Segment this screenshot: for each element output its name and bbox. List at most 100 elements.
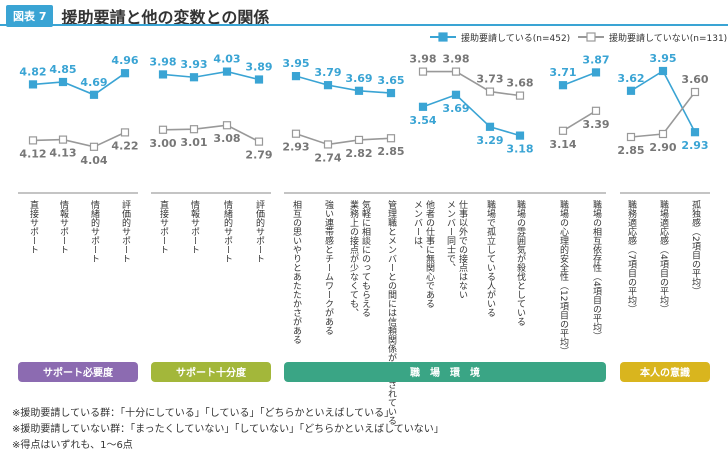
data-point	[323, 140, 333, 149]
data-label: 2.85	[617, 144, 644, 157]
group-bar	[284, 362, 606, 382]
data-point	[658, 129, 668, 139]
group-bar	[18, 362, 138, 382]
series-line	[422, 93, 521, 137]
series-line	[162, 70, 260, 81]
category-label: 他者の仕事に無関心である	[424, 199, 435, 308]
data-point	[28, 80, 38, 89]
data-point	[222, 121, 232, 130]
data-label: 4.04	[80, 154, 107, 167]
category-label: 業務上の接点が少なくても、	[348, 199, 359, 317]
data-label: 3.08	[213, 132, 240, 145]
data-label: 3.00	[149, 137, 176, 150]
data-label: 3.98	[149, 55, 176, 68]
data-label: 3.01	[180, 136, 207, 149]
note-3: ※得点はいずれも、1〜6点	[12, 440, 133, 451]
data-point	[58, 135, 68, 144]
category-label: 孤独感（2項目の平均）	[690, 199, 701, 296]
data-point	[291, 129, 301, 138]
data-label: 3.60	[681, 73, 708, 86]
data-label: 3.89	[245, 61, 272, 74]
category-label: 仕事以外での接点はない	[457, 199, 468, 299]
data-point	[591, 68, 601, 77]
data-point	[254, 75, 264, 84]
data-label: 3.18	[506, 143, 533, 156]
data-label: 4.85	[49, 63, 76, 76]
data-label: 3.54	[409, 114, 436, 127]
data-point	[558, 81, 568, 90]
data-label: 3.93	[180, 58, 207, 71]
category-label: 情緒的サポート	[222, 199, 233, 263]
data-label: 3.95	[649, 52, 676, 65]
data-point	[591, 106, 601, 115]
data-point	[485, 87, 495, 96]
legend-label: 援助要請している(n=452)	[461, 32, 570, 44]
data-point	[690, 87, 700, 97]
data-point	[485, 122, 495, 131]
data-point	[89, 142, 99, 151]
data-label: 3.87	[582, 53, 609, 66]
data-point	[158, 125, 168, 134]
data-point	[120, 69, 130, 78]
category-label: 管理職とメンバーとの間には信頼関係が構築されている	[386, 199, 397, 425]
data-point	[254, 137, 264, 146]
category-label: 情報サポート	[58, 199, 69, 254]
series-line	[562, 110, 597, 132]
series-line	[32, 72, 126, 96]
category-label: 職場適応感（4項目の平均）	[658, 200, 669, 314]
data-point	[451, 90, 461, 99]
data-label: 2.85	[377, 145, 404, 158]
series-line	[162, 124, 260, 143]
group-bar	[620, 362, 710, 382]
data-label: 4.69	[80, 76, 107, 89]
data-label: 2.82	[345, 147, 372, 160]
legend-label: 援助要請していない(n=131)	[609, 32, 727, 44]
category-label: メンバーは、	[412, 200, 423, 254]
data-label: 2.93	[681, 139, 708, 152]
legend-marker	[586, 32, 596, 42]
data-point	[89, 90, 99, 99]
data-point	[386, 88, 396, 98]
data-point	[354, 86, 364, 95]
data-label: 3.68	[506, 77, 533, 90]
legend-marker	[438, 32, 448, 42]
data-point	[158, 70, 168, 79]
group-label: 職 場 環 境	[410, 366, 480, 379]
data-point	[189, 73, 199, 82]
data-label: 3.98	[442, 53, 469, 66]
category-label: 評価的サポート	[120, 199, 131, 263]
data-point	[28, 136, 38, 145]
category-label: 強い連帯感とチームワークがある	[323, 199, 334, 335]
data-label: 3.71	[549, 66, 576, 79]
data-point	[515, 131, 525, 140]
note-2: ※援助要請していない群：「まったくしていない」「していない」「どちらかといえばし…	[12, 424, 444, 435]
data-point	[658, 66, 668, 76]
data-label: 2.93	[282, 141, 309, 154]
data-label: 2.74	[314, 151, 341, 164]
series-line	[423, 70, 521, 97]
data-label: 3.39	[582, 118, 609, 131]
category-label: メンバー同士で、	[445, 200, 456, 272]
figure-header: 図表 7 援助要請と他の変数との関係	[6, 4, 269, 28]
data-point	[58, 77, 68, 87]
series-line	[295, 132, 392, 146]
category-label: 直接サポート	[158, 199, 169, 254]
header-rule	[0, 24, 728, 26]
data-label: 3.95	[282, 57, 309, 70]
group-label: 本人の意識	[640, 366, 690, 379]
data-label: 3.73	[476, 73, 503, 86]
category-label: 相互の思いやりとあたたかさがある	[291, 199, 302, 344]
group-label: サポート十分度	[176, 366, 247, 379]
data-label: 3.69	[442, 102, 469, 115]
data-point	[558, 126, 568, 135]
data-label: 3.14	[549, 138, 576, 151]
figure-title: 援助要請と他の変数との関係	[61, 8, 270, 27]
category-label: 直接サポート	[28, 199, 39, 254]
data-label: 2.90	[649, 141, 676, 154]
data-label: 4.82	[19, 65, 46, 78]
data-point	[690, 128, 700, 137]
data-point	[222, 67, 232, 76]
data-label: 3.29	[476, 134, 503, 147]
data-point	[626, 132, 636, 142]
